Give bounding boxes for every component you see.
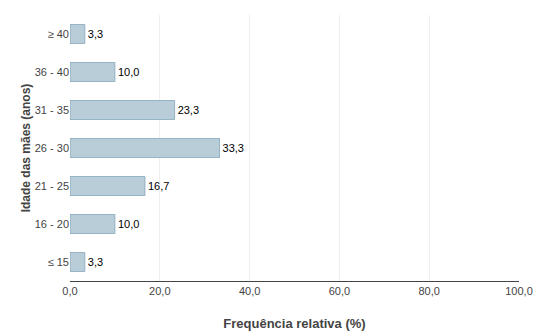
svg-text:16,7: 16,7 (148, 180, 169, 192)
svg-text:10,0: 10,0 (118, 66, 139, 78)
svg-text:26 - 30: 26 - 30 (35, 142, 69, 154)
svg-text:10,0: 10,0 (118, 218, 139, 230)
svg-text:23,3: 23,3 (178, 104, 199, 116)
svg-text:0,0: 0,0 (62, 285, 77, 297)
svg-text:33,3: 33,3 (223, 142, 244, 154)
svg-text:Frequência relativa (%): Frequência relativa (%) (223, 316, 365, 331)
svg-text:≥ 40: ≥ 40 (48, 28, 69, 40)
svg-text:31 - 35: 31 - 35 (35, 104, 69, 116)
svg-text:21 - 25: 21 - 25 (35, 180, 69, 192)
svg-text:20,0: 20,0 (149, 285, 170, 297)
svg-text:80,0: 80,0 (418, 285, 439, 297)
svg-text:≤ 15: ≤ 15 (48, 256, 69, 268)
svg-text:3,3: 3,3 (88, 28, 103, 40)
svg-text:3,3: 3,3 (88, 256, 103, 268)
svg-text:60,0: 60,0 (329, 285, 350, 297)
svg-text:36 - 40: 36 - 40 (35, 66, 69, 78)
svg-text:40,0: 40,0 (239, 285, 260, 297)
svg-text:Idade das mães (anos): Idade das mães (anos) (19, 84, 33, 213)
svg-text:16 - 20: 16 - 20 (35, 218, 69, 230)
svg-text:100,0: 100,0 (505, 285, 533, 297)
